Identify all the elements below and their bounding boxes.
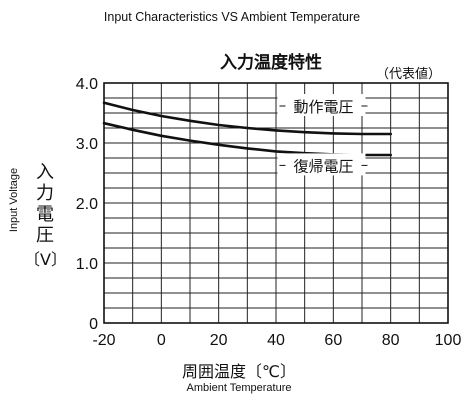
x-tick-label: 20 — [210, 332, 228, 349]
plot-frame — [103, 82, 449, 324]
x-tick-label: 100 — [435, 332, 462, 349]
series-label-bg — [277, 153, 366, 176]
y-tick-label: 4.0 — [76, 76, 98, 93]
series-label: 動作電圧 — [293, 98, 353, 116]
y-tick-label: 0 — [89, 316, 98, 333]
x-tick-label: 0 — [157, 332, 166, 349]
y-axis-unit: 〔V〕 — [24, 250, 67, 269]
series-line-1 — [102, 101, 393, 136]
y-tick-label: 2.0 — [76, 196, 98, 213]
x-axis-label-jp: 周囲温度〔℃〕 — [182, 362, 296, 381]
series-label-bg — [277, 94, 366, 116]
x-tick-label: 40 — [267, 332, 285, 349]
series-label: 復帰電圧 — [293, 157, 353, 175]
y-axis-label-jp: 入力電圧 — [36, 162, 54, 246]
x-axis-label-en: Ambient Temperature — [186, 382, 292, 394]
x-tick-label: -20 — [92, 332, 115, 349]
x-tick-label: 60 — [324, 332, 342, 349]
x-tick-label: 80 — [382, 332, 400, 349]
typical-value-note: （代表値） — [376, 67, 442, 82]
y-tick-label: 3.0 — [76, 136, 98, 153]
y-tick-label: 1.0 — [76, 256, 98, 273]
chart-title-en: Input Characteristics VS Ambient Tempera… — [103, 10, 361, 24]
chart-title-jp: 入力温度特性 — [220, 53, 322, 73]
